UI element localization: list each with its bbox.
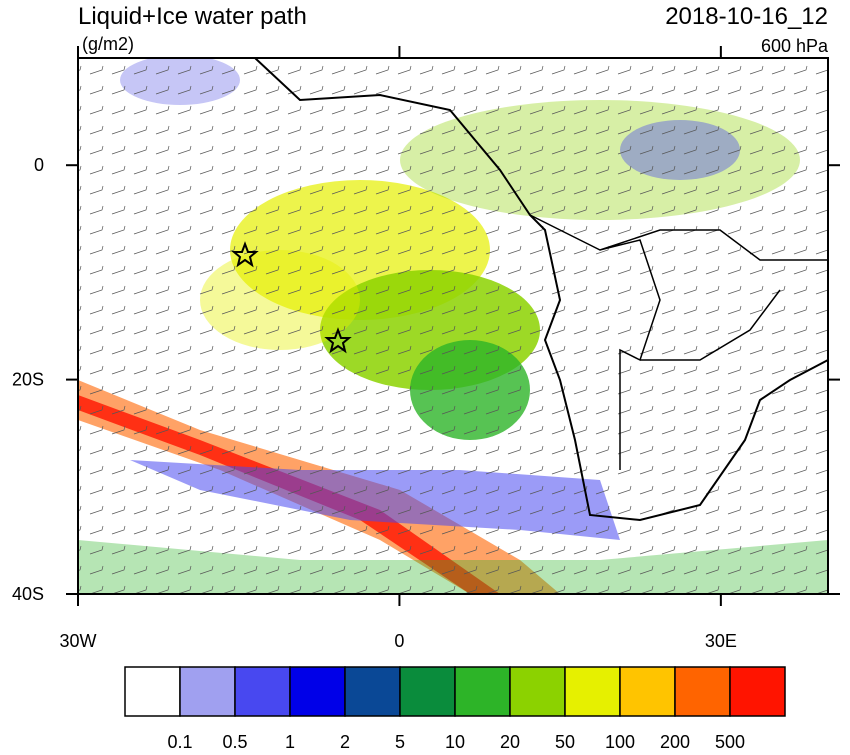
colorbar-box <box>674 666 731 717</box>
colorbar-label: 50 <box>555 732 575 750</box>
colorbar-label: 500 <box>715 732 745 750</box>
colorbar-box <box>179 666 236 717</box>
y-tick-label: 20S <box>12 370 44 390</box>
colorbar-box <box>564 666 621 717</box>
colorbar-label: 0.5 <box>222 732 247 750</box>
colorbar-label: 2 <box>340 732 350 750</box>
colorbar-box <box>289 666 346 717</box>
colorbar-label: 100 <box>605 732 635 750</box>
colorbar-label: 0.1 <box>167 732 192 750</box>
y-tick-label: 0 <box>34 155 44 175</box>
colorbar-box <box>509 666 566 717</box>
x-tick-label: 30E <box>705 631 737 651</box>
colorbar-label: 5 <box>395 732 405 750</box>
colorbar-box <box>234 666 291 717</box>
map-frame <box>77 57 829 595</box>
colorbar-box <box>344 666 401 717</box>
units: (g/m2) <box>82 34 134 54</box>
colorbar-box <box>729 666 786 717</box>
colorbar-label: 20 <box>500 732 520 750</box>
colorbar-box <box>454 666 511 717</box>
axes: 30W 0 30E 0 20S 40S <box>12 46 840 651</box>
time: 2018-10-16_12 <box>665 3 828 30</box>
colorbar-box <box>399 666 456 717</box>
colorbar-label: 200 <box>660 732 690 750</box>
field <box>78 58 828 594</box>
colorbar-box <box>124 666 181 717</box>
colorbar-label: 1 <box>285 732 295 750</box>
x-tick-label: 30W <box>59 631 96 651</box>
colorbar-label: 10 <box>445 732 465 750</box>
y-tick-label: 40S <box>12 584 44 604</box>
x-tick-label: 0 <box>394 631 404 651</box>
colorbar-box <box>619 666 676 717</box>
level: 600 hPa <box>761 36 829 56</box>
title: Liquid+Ice water path <box>78 3 307 30</box>
colorbar: 0.1 0.5 1 2 5 10 20 50 100 200 500 <box>124 666 786 752</box>
